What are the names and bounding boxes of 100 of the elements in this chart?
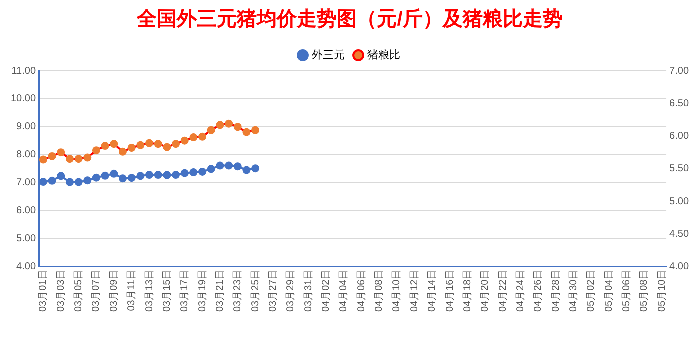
point: [128, 174, 136, 182]
point: [136, 172, 145, 180]
legend-label: 猪粮比: [368, 48, 400, 62]
point: [74, 155, 83, 164]
x-tick-label: 03月31日: [303, 270, 314, 312]
point: [190, 168, 198, 177]
y2-tick-label: 6.50: [670, 98, 690, 110]
point: [128, 144, 136, 152]
point: [180, 136, 189, 145]
x-tick-label: 04月30日: [568, 270, 580, 312]
point: [198, 132, 207, 141]
x-tick-label: 03月03日: [56, 270, 67, 312]
y-tick-label: 10.00: [10, 94, 36, 105]
y-tick-label: 6.00: [16, 206, 36, 217]
x-tick-label: 03月09日: [108, 270, 120, 312]
point: [172, 171, 180, 180]
x-tick-label: 05月10日: [656, 270, 668, 312]
x-tick-label: 03月29日: [286, 270, 297, 312]
y-tick-label: 9.00: [16, 122, 36, 133]
x-tick-label: 03月25日: [250, 270, 262, 312]
y2-tick-label: 4.00: [670, 262, 690, 273]
point: [92, 174, 100, 182]
chart-title: 全国外三元猪均价走势图（元/斤）及猪粮比走势: [136, 8, 563, 31]
x-tick-label: 04月28日: [550, 270, 562, 312]
x-tick-label: 03月11日: [126, 270, 138, 312]
x-tick-label: 03月23日: [232, 270, 244, 312]
point: [172, 140, 180, 148]
point: [146, 171, 154, 180]
point: [242, 128, 251, 136]
point: [216, 121, 224, 130]
point: [48, 152, 56, 160]
x-tick-label: 03月13日: [144, 270, 156, 312]
x-tick-label: 04月20日: [480, 270, 492, 312]
x-tick-label: 03月07日: [91, 270, 102, 312]
y-tick-label: 5.00: [16, 234, 36, 245]
y-tick-label: 11.00: [12, 66, 36, 77]
point: [92, 146, 100, 155]
point: [252, 164, 260, 173]
point: [110, 140, 118, 148]
point: [225, 162, 234, 170]
y2-tick-label: 4.50: [670, 228, 690, 240]
y2-tick-label: 6.00: [670, 131, 690, 142]
x-tick-label: 03月17日: [180, 270, 191, 312]
point: [242, 166, 251, 174]
point: [207, 165, 216, 174]
x-tick-label: 04月26日: [533, 270, 544, 312]
x-tick-label: 05月06日: [622, 270, 633, 312]
x-tick-label: 04月04日: [338, 270, 350, 312]
x-tick-label: 04月08日: [374, 270, 386, 312]
point: [57, 148, 66, 157]
x-tick-label: 04月02日: [321, 270, 332, 312]
y-tick-label: 4.00: [16, 262, 36, 273]
y2-tick-label: 7.00: [670, 66, 690, 77]
x-tick-label: 04月14日: [427, 270, 438, 312]
point: [154, 140, 162, 148]
y-tick-label: 7.00: [16, 178, 36, 189]
x-tick-label: 03月15日: [162, 270, 173, 312]
point: [110, 170, 118, 178]
x-tick-label: 03月05日: [74, 270, 85, 312]
y-tick-label: 8.00: [16, 150, 36, 161]
x-tick-label: 04月24日: [515, 270, 526, 312]
x-tick-label: 03月19日: [197, 270, 208, 312]
point: [39, 178, 48, 186]
point: [101, 172, 110, 180]
x-tick-label: 05月08日: [639, 270, 650, 312]
x-tick-label: 05月04日: [604, 270, 615, 312]
point: [84, 176, 92, 185]
x-tick-label: 04月12日: [409, 270, 420, 312]
point: [190, 134, 198, 142]
y2-tick-label: 5.00: [670, 196, 690, 208]
point: [66, 178, 74, 186]
x-tick-label: 03月01日: [38, 270, 50, 312]
legend-label: 外三元: [312, 50, 345, 62]
x-tick-label: 04月10日: [392, 270, 403, 312]
point: [198, 168, 207, 176]
x-tick-label: 03月27日: [268, 270, 279, 312]
point: [118, 174, 127, 183]
point: [234, 123, 242, 132]
x-tick-label: 04月22日: [498, 270, 509, 312]
point: [84, 154, 92, 162]
point: [101, 142, 110, 150]
point: [66, 155, 74, 164]
point: [154, 171, 162, 180]
point: [163, 171, 172, 180]
point: [225, 120, 234, 128]
x-tick-label: 04月18日: [462, 270, 474, 312]
point: [146, 139, 154, 148]
x-tick-label: 03月21日: [214, 270, 226, 312]
point: [252, 126, 260, 134]
point: [48, 176, 56, 185]
x-tick-label: 05月02日: [586, 270, 598, 312]
point: [216, 162, 224, 170]
y2-tick-label: 5.50: [670, 164, 690, 175]
x-tick-label: 04月06日: [356, 270, 368, 312]
point: [57, 172, 66, 180]
point: [39, 156, 48, 164]
point: [234, 162, 242, 171]
x-tick-label: 04月16日: [444, 270, 456, 312]
point: [180, 169, 189, 178]
point: [163, 143, 172, 152]
